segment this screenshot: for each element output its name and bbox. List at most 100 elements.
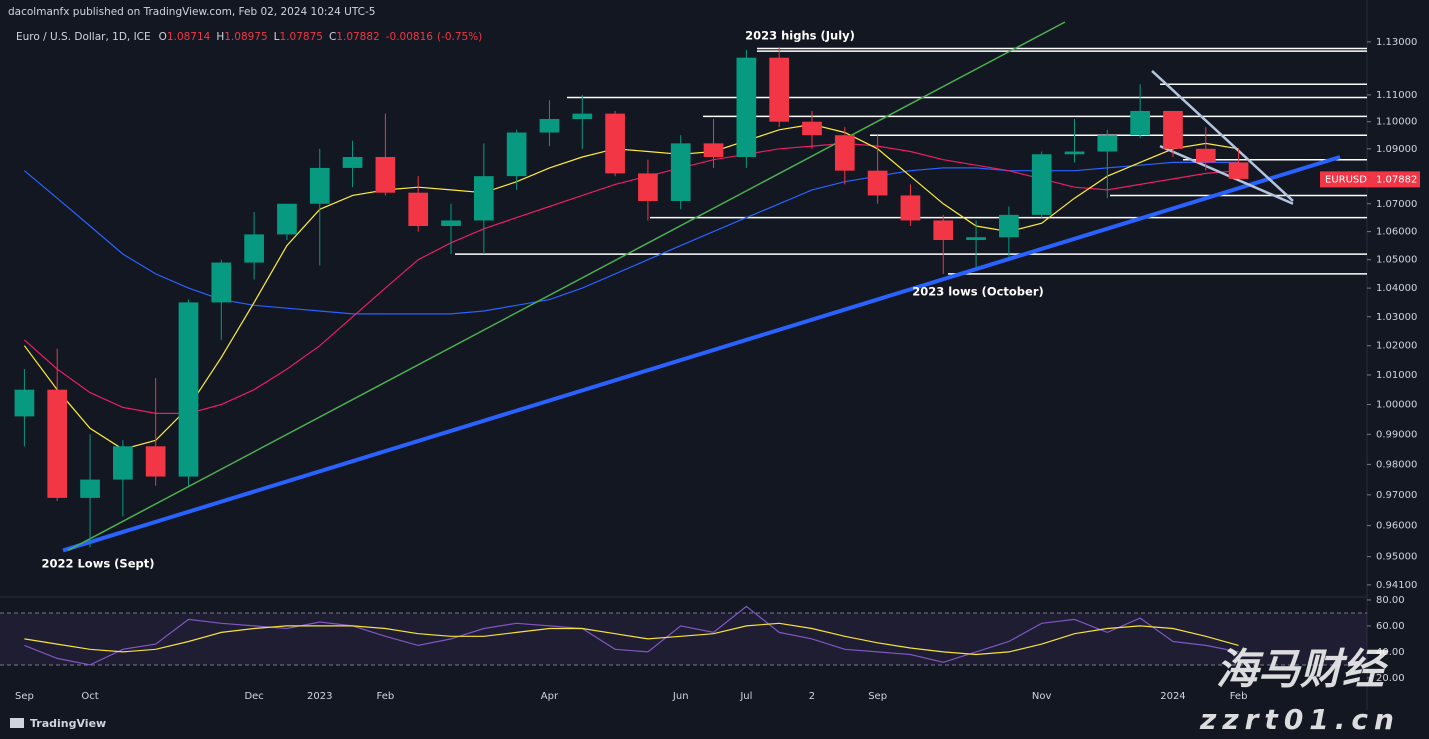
y-tick-label: 1.11000 xyxy=(1376,90,1417,101)
y-tick-label: 0.96000 xyxy=(1376,521,1417,532)
ohlc-value: 1.08975 xyxy=(224,31,267,43)
plot: 1.13000 1.11000 1.10000 1.09000 1.07000 1.060… xyxy=(0,21,1420,702)
candle-body xyxy=(80,479,100,498)
y-tick-label: 60.00 xyxy=(1376,621,1405,632)
moving-average xyxy=(23,123,1239,450)
annotation: 2023 lows (October) xyxy=(912,285,1044,299)
y-tick-label: 1.07000 xyxy=(1376,199,1417,210)
candle-body xyxy=(769,57,790,122)
candle-body xyxy=(342,156,363,168)
candle-body xyxy=(178,302,199,477)
price-tag-value: 1.07882 xyxy=(1376,174,1417,185)
price-tag xyxy=(1320,171,1420,188)
y-tick-label: 1.02000 xyxy=(1376,341,1417,352)
x-tick-label: Sep xyxy=(868,691,887,702)
candle-body xyxy=(1130,110,1150,136)
candle-body xyxy=(14,389,35,417)
ohlc-label: C xyxy=(329,31,336,43)
candle-body xyxy=(1097,135,1118,152)
publisher: dacolmanfx published on TradingView.com,… xyxy=(8,6,375,18)
candle-body xyxy=(309,167,330,204)
watermark-url: zzrt01.cn xyxy=(1199,703,1400,736)
y-tick-label: 0.97000 xyxy=(1376,490,1417,501)
candle-body xyxy=(933,220,954,241)
candle-body xyxy=(506,132,527,177)
x-tick-label: Feb xyxy=(377,691,395,702)
candle-body xyxy=(802,121,822,136)
candle-body xyxy=(736,57,757,157)
candle-body xyxy=(1163,110,1183,149)
price-tag-symbol: EURUSD xyxy=(1325,174,1367,185)
y-tick-label: 1.04000 xyxy=(1376,283,1417,294)
y-tick-label: 0.94100 xyxy=(1376,580,1417,591)
candle-body xyxy=(999,214,1019,238)
candle-body xyxy=(375,156,396,193)
y-tick-label: 1.05000 xyxy=(1376,255,1417,266)
y-tick-label: 1.10000 xyxy=(1376,117,1417,128)
candle-body xyxy=(1031,154,1052,215)
candle-body xyxy=(834,135,855,171)
y-tick-label: 1.09000 xyxy=(1376,144,1417,155)
rsi-line xyxy=(24,622,1239,656)
x-tick-label: 2024 xyxy=(1160,691,1185,702)
watermark-brand: 海马财经 xyxy=(1216,645,1389,694)
symbol: Euro / U.S. Dollar, 1D, ICE xyxy=(16,31,151,43)
candle-body xyxy=(408,192,429,227)
candle-body xyxy=(473,176,494,221)
candle-body xyxy=(113,446,133,480)
x-tick-label: Oct xyxy=(81,691,98,702)
rsi-line xyxy=(24,605,1239,666)
change-pct: (-0.75%) xyxy=(437,31,482,43)
candle-body xyxy=(605,113,625,174)
x-tick-label: Dec xyxy=(244,691,263,702)
y-tick-label: 1.00000 xyxy=(1376,399,1417,410)
candle-body xyxy=(572,113,593,120)
y-tick-label: 0.98000 xyxy=(1376,459,1417,470)
ohlc-label: H xyxy=(216,31,224,43)
rsi-band xyxy=(0,612,1367,665)
y-tick-label: 1.13000 xyxy=(1376,37,1417,48)
candle-body xyxy=(670,143,691,201)
candle-body xyxy=(539,119,560,133)
footer-logo: TradingView xyxy=(10,717,106,730)
trendline xyxy=(1159,144,1294,205)
candle-body xyxy=(244,234,264,263)
x-tick-label: Jul xyxy=(739,691,752,702)
candle-body xyxy=(145,446,166,477)
annotation: 2023 highs (July) xyxy=(745,29,855,43)
candle-body xyxy=(1195,148,1216,163)
y-tick-label: 1.01000 xyxy=(1376,370,1417,381)
ohlc-header: Euro / U.S. Dollar, 1D, ICE O1.08714 H1.08… xyxy=(16,31,482,43)
x-tick-label: Jun xyxy=(672,691,689,702)
candle-body xyxy=(441,220,461,227)
candle-body xyxy=(867,170,888,196)
ohlc-value: 1.07882 xyxy=(336,31,379,43)
candle-body xyxy=(1228,162,1249,179)
y-tick-label: 0.95000 xyxy=(1376,552,1417,563)
trendline xyxy=(1151,69,1294,202)
candle-body xyxy=(47,389,68,498)
ohlc-value: 1.08714 xyxy=(167,31,211,43)
logo-icon xyxy=(10,718,24,728)
ohlc-label: O xyxy=(159,31,167,43)
candle-body xyxy=(1064,151,1085,155)
candle-body xyxy=(211,262,232,303)
candle-body xyxy=(900,195,921,221)
candle-body xyxy=(638,173,658,201)
annotation: 2022 Lows (Sept) xyxy=(41,557,154,571)
x-tick-label: 2023 xyxy=(307,691,332,702)
ohlc-label: L xyxy=(274,31,280,43)
y-tick-label: 1.06000 xyxy=(1376,227,1417,238)
x-tick-label: Sep xyxy=(15,691,34,702)
footer: TradingView xyxy=(30,717,106,730)
candle-body xyxy=(277,203,297,235)
y-tick-label: 80.00 xyxy=(1376,595,1405,606)
change: -0.00816 xyxy=(386,31,434,43)
y-tick-label: 0.99000 xyxy=(1376,429,1417,440)
x-tick-label: Feb xyxy=(1230,691,1248,702)
x-tick-label: Nov xyxy=(1032,691,1052,702)
candle-body xyxy=(966,237,986,241)
ohlc-value: 1.07875 xyxy=(280,31,323,43)
